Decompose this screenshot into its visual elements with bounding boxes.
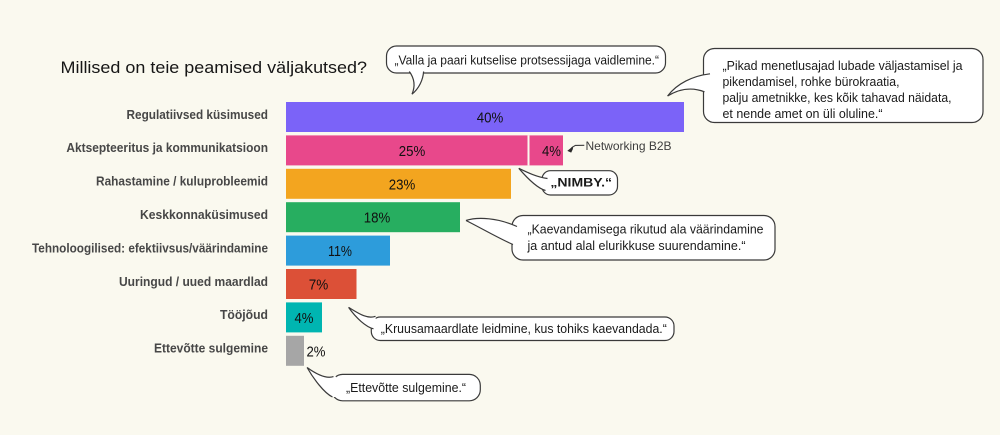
svg-text:Aktsepteeritus ja kommunikatsi: Aktsepteeritus ja kommunikatsioon (66, 140, 268, 155)
svg-text:„NIMBY.“: „NIMBY.“ (550, 175, 612, 189)
svg-text:Millised on teie peamised välj: Millised on teie peamised väljakutsed? (61, 59, 368, 77)
svg-text:7%: 7% (309, 277, 329, 294)
svg-text:„Kruusamaardlate leidmine, kus: „Kruusamaardlate leidmine, kus tohiks ka… (381, 322, 667, 336)
svg-text:11%: 11% (328, 243, 352, 260)
svg-text:palju ametnikke, kes kõik taha: palju ametnikke, kes kõik tahavad näidat… (723, 91, 952, 105)
svg-text:pikendamisel, rohke bürokraati: pikendamisel, rohke bürokraatia, (723, 75, 900, 89)
svg-text:„Valla ja paari kutselise prot: „Valla ja paari kutselise protsessijaga … (395, 54, 660, 68)
svg-text:Tehnoloogilised: efektiivsus/v: Tehnoloogilised: efektiivsus/väärindamin… (32, 240, 268, 255)
svg-text:Uuringud / uued maardlad: Uuringud / uued maardlad (119, 274, 268, 289)
svg-text:„Pikad menetlusajad lubade väl: „Pikad menetlusajad lubade väljastamisel… (723, 59, 963, 73)
svg-text:Networking B2B: Networking B2B (586, 139, 672, 153)
svg-text:40%: 40% (477, 110, 504, 127)
svg-text:Keskkonnaküsimused: Keskkonnaküsimused (140, 207, 268, 222)
svg-text:„Kaevandamisega rikutud ala vä: „Kaevandamisega rikutud ala väärindamine (528, 223, 764, 237)
svg-text:Regulatiivsed küsimused: Regulatiivsed küsimused (127, 107, 269, 122)
svg-text:Ettevõtte sulgemine: Ettevõtte sulgemine (154, 341, 268, 356)
svg-text:23%: 23% (389, 176, 416, 193)
svg-text:18%: 18% (364, 210, 391, 227)
svg-text:et nende amet on üli oluline.“: et nende amet on üli oluline.“ (723, 107, 883, 121)
svg-text:2%: 2% (307, 343, 326, 360)
svg-text:4%: 4% (295, 310, 314, 327)
svg-text:25%: 25% (399, 143, 426, 160)
svg-text:4%: 4% (542, 143, 561, 160)
svg-text:Rahastamine / kuluprobleemid: Rahastamine / kuluprobleemid (96, 174, 268, 189)
svg-text:Tööjõud: Tööjõud (220, 307, 268, 322)
svg-text:„Ettevõtte sulgemine.“: „Ettevõtte sulgemine.“ (346, 381, 466, 395)
svg-text:ja antud alal elurikkuse suure: ja antud alal elurikkuse suurendamine.“ (526, 239, 745, 253)
